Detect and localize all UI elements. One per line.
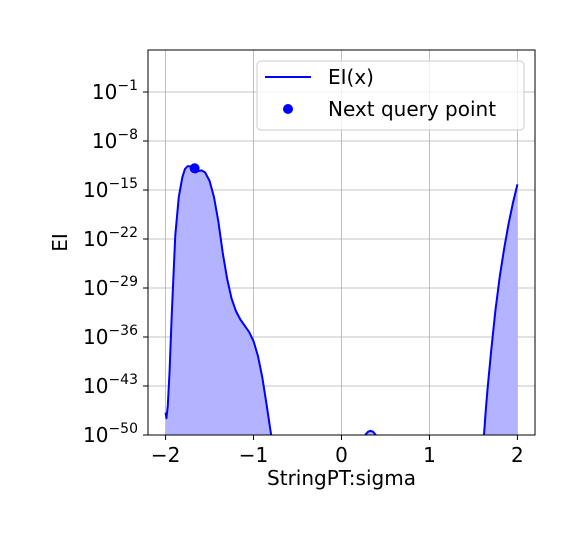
y-tick-label: 10−15 [83, 176, 138, 202]
x-tick-label: 0 [335, 443, 348, 467]
x-tick-label: 1 [423, 443, 436, 467]
x-tick-label: 2 [511, 443, 524, 467]
ei-fill-segment [165, 166, 272, 435]
x-axis-ticks: −2 −1 0 1 2 [151, 435, 524, 467]
x-axis-label: StringPT:sigma [267, 466, 416, 490]
ei-line-segment [482, 184, 519, 436]
y-tick-label: 10−1 [92, 78, 138, 104]
y-axis-ticks: 10−50 10−43 10−36 10−29 10−22 10−15 10−8 10−1 [83, 78, 148, 447]
ei-fill-segment [483, 184, 518, 435]
legend-label-next-query-point: Next query point [328, 97, 496, 121]
ei-line-segment [164, 165, 273, 436]
y-tick-label: 10−22 [83, 225, 138, 251]
y-axis-label: EI [48, 233, 72, 252]
ei-line-segment [364, 429, 377, 436]
next-query-point-marker [189, 163, 200, 174]
x-tick-label: −2 [151, 443, 180, 467]
ei-fill-segment [365, 430, 376, 435]
y-tick-label: 10−43 [83, 372, 138, 398]
y-tick-label: 10−50 [83, 421, 138, 447]
legend-label-ei: EI(x) [328, 65, 374, 89]
y-tick-label: 10−8 [92, 127, 138, 153]
x-tick-label: −1 [239, 443, 268, 467]
ei-series-lines [164, 165, 519, 436]
y-tick-label: 10−36 [83, 323, 138, 349]
legend-point-swatch [283, 104, 293, 114]
legend: EI(x) Next query point [256, 60, 525, 131]
legend-box [256, 60, 525, 131]
y-tick-label: 10−29 [83, 274, 138, 300]
query-points [189, 163, 200, 174]
ei-fill-area [165, 166, 518, 435]
